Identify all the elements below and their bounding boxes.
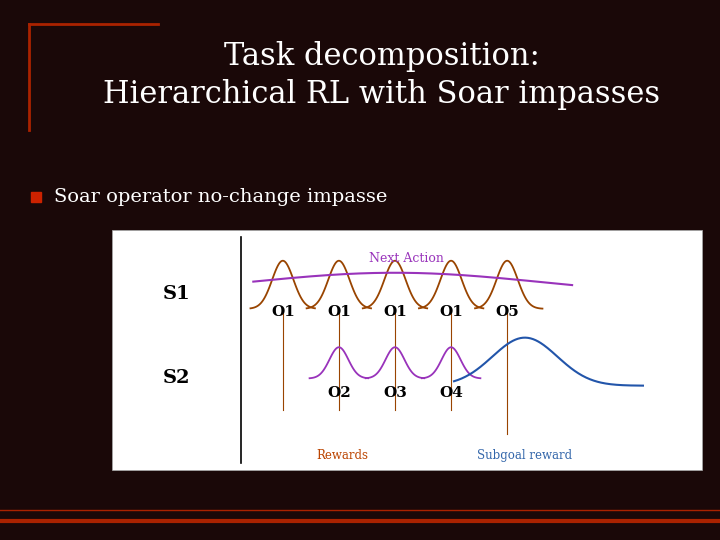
Text: O1: O1 bbox=[439, 306, 463, 319]
Text: Subgoal reward: Subgoal reward bbox=[477, 449, 572, 462]
Text: Rewards: Rewards bbox=[316, 449, 368, 462]
Text: S1: S1 bbox=[163, 285, 190, 303]
Text: Next Action: Next Action bbox=[369, 252, 444, 265]
Bar bbox=[112, 230, 702, 470]
Text: O1: O1 bbox=[327, 306, 351, 319]
Text: Hierarchical RL with Soar impasses: Hierarchical RL with Soar impasses bbox=[103, 79, 660, 110]
Text: O1: O1 bbox=[271, 306, 294, 319]
Text: Soar operator no-change impasse: Soar operator no-change impasse bbox=[54, 188, 387, 206]
Text: S2: S2 bbox=[163, 369, 190, 388]
Text: O5: O5 bbox=[495, 306, 519, 319]
Text: O3: O3 bbox=[383, 386, 407, 400]
Text: O4: O4 bbox=[439, 386, 463, 400]
Text: O1: O1 bbox=[383, 306, 407, 319]
Text: Task decomposition:: Task decomposition: bbox=[224, 41, 539, 72]
Text: O2: O2 bbox=[327, 386, 351, 400]
